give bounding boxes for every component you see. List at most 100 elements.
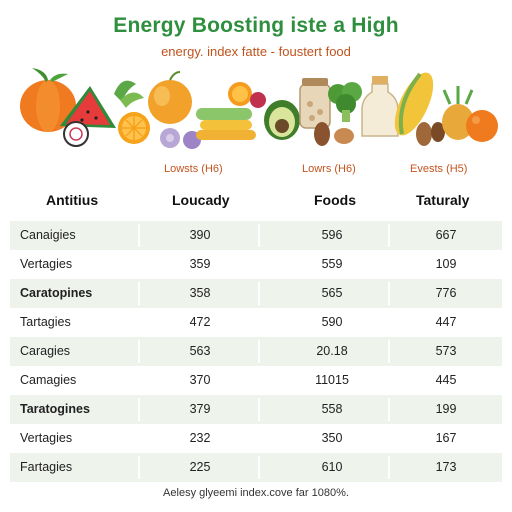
row-name-cell: Caragies — [20, 344, 71, 358]
footnote: Aelesy glyeemi index.cove far 1080%. — [163, 487, 349, 499]
data-table: Canaigies 390 596 667 Vertagies 359 559 109 Cara… — [10, 221, 502, 482]
value-cell-3: 573 — [435, 344, 457, 358]
page-title: Energy Boosting iste a High — [113, 14, 399, 37]
column-separator — [138, 398, 140, 421]
table-row: Caratopines 358 565 776 — [10, 279, 502, 308]
value-cell-2: 20.18 — [316, 344, 348, 358]
value-cell-3: 776 — [435, 286, 457, 300]
table-header: Antitius Loucady Foods Taturaly — [10, 192, 502, 210]
value-cell-1: 370 — [189, 373, 211, 387]
group-label-1: Lowsts (H6) — [164, 163, 223, 175]
column-separator — [258, 282, 260, 305]
column-separator — [258, 311, 260, 334]
column-separator — [388, 340, 390, 363]
column-separator — [138, 282, 140, 305]
column-separator — [258, 456, 260, 479]
value-cell-3: 167 — [435, 431, 457, 445]
group-label-2: Lowrs (H6) — [302, 163, 356, 175]
column-separator — [258, 340, 260, 363]
value-cell-1: 225 — [189, 460, 211, 474]
column-header-1: Antitius — [46, 192, 99, 208]
column-separator — [138, 224, 140, 247]
row-name-cell: Vertagies — [20, 257, 73, 271]
column-separator — [258, 369, 260, 392]
column-header-3: Foods — [314, 192, 356, 208]
row-name-cell: Camagies — [20, 373, 77, 387]
table-row: Taratogines 379 558 199 — [10, 395, 502, 424]
value-cell-1: 358 — [189, 286, 211, 300]
table-row: Fartagies 225 610 173 — [10, 453, 502, 482]
column-separator — [388, 282, 390, 305]
value-cell-3: 667 — [435, 228, 457, 242]
squash-icon — [148, 71, 192, 124]
column-separator — [138, 369, 140, 392]
value-cell-1: 472 — [189, 315, 211, 329]
value-cell-3: 199 — [435, 402, 457, 416]
row-name-cell: Canaigies — [20, 228, 76, 242]
onion-icon — [63, 121, 89, 147]
value-cell-3: 109 — [435, 257, 457, 271]
orange-slice-icon — [118, 112, 150, 144]
row-name-cell: Vertagies — [20, 431, 73, 445]
value-cell-1: 390 — [189, 228, 211, 242]
jar-icon — [299, 78, 331, 129]
row-name-cell: Caratopines — [20, 286, 93, 300]
column-separator — [258, 253, 260, 276]
column-separator — [388, 311, 390, 334]
value-cell-3: 447 — [435, 315, 457, 329]
column-separator — [388, 398, 390, 421]
almond-icon — [416, 122, 445, 146]
row-name-cell: Taratogines — [20, 402, 90, 416]
column-header-4: Taturaly — [416, 192, 470, 208]
value-cell-1: 359 — [189, 257, 211, 271]
table-row: Vertagies 359 559 109 — [10, 250, 502, 279]
row-name-cell: Tartagies — [20, 315, 71, 329]
value-cell-1: 379 — [189, 402, 211, 416]
column-separator — [388, 224, 390, 247]
watermelon-icon — [60, 86, 116, 128]
nut-icon — [314, 122, 354, 146]
value-cell-2: 11015 — [315, 373, 349, 387]
table-row: Tartagies 472 590 447 — [10, 308, 502, 337]
column-separator — [138, 427, 140, 450]
value-cell-1: 563 — [189, 344, 211, 358]
page-subtitle: energy. index fatte - foustert food — [161, 44, 351, 59]
table-row: Caragies 563 20.18 573 — [10, 337, 502, 366]
column-separator — [388, 369, 390, 392]
column-separator — [388, 456, 390, 479]
value-cell-2: 558 — [321, 402, 343, 416]
value-cell-3: 173 — [435, 460, 457, 474]
column-header-2: Loucady — [172, 192, 230, 208]
value-cell-2: 565 — [321, 286, 343, 300]
column-separator — [138, 456, 140, 479]
value-cell-2: 590 — [321, 315, 343, 329]
column-separator — [138, 253, 140, 276]
column-separator — [138, 340, 140, 363]
corn-icon — [394, 72, 434, 136]
table-row: Canaigies 390 596 667 — [10, 221, 502, 250]
row-name-cell: Fartagies — [20, 460, 73, 474]
citrus-slice-icon — [228, 82, 266, 108]
value-cell-2: 610 — [321, 460, 343, 474]
cucumber-icon — [196, 108, 256, 140]
table-row: Vertagies 232 350 167 — [10, 424, 502, 453]
leaf-icon — [114, 80, 144, 108]
pineapple-icon — [442, 86, 474, 140]
plum-icon — [160, 128, 201, 149]
orange-icon — [466, 110, 498, 142]
column-separator — [138, 311, 140, 334]
milk-bottle-icon — [361, 76, 399, 137]
column-separator — [388, 253, 390, 276]
value-cell-1: 232 — [189, 431, 211, 445]
pumpkin-icon — [20, 68, 76, 132]
column-separator — [258, 224, 260, 247]
column-separator — [258, 427, 260, 450]
food-illustration-banner — [20, 68, 498, 149]
avocado-icon — [264, 100, 300, 140]
column-separator — [388, 427, 390, 450]
broccoli-icon — [328, 82, 362, 122]
table-row: Camagies 370 11015 445 — [10, 366, 502, 395]
column-separator — [258, 398, 260, 421]
value-cell-2: 350 — [321, 431, 343, 445]
value-cell-2: 559 — [321, 257, 343, 271]
